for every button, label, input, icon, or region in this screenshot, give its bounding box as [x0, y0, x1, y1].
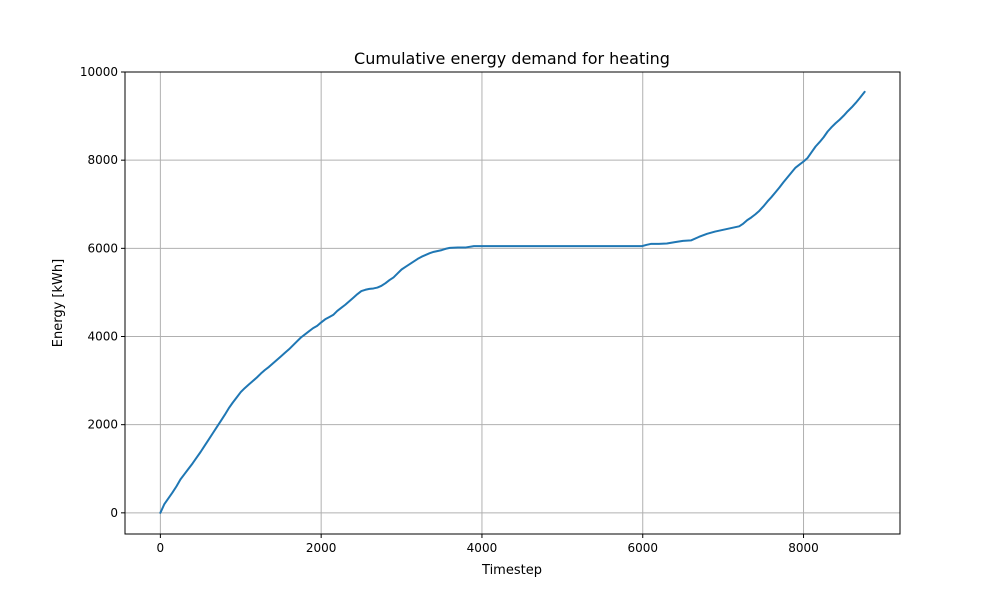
x-axis-label: Timestep: [481, 563, 542, 578]
y-tick-label: 10000: [80, 65, 118, 79]
plot-area: [159, 90, 866, 514]
x-tick-label: 6000: [627, 541, 658, 555]
x-axis: 0 2000 4000 6000 8000: [157, 534, 819, 555]
y-tick-label: 8000: [87, 153, 118, 167]
x-tick-label: 8000: [788, 541, 819, 555]
series-line: [159, 90, 866, 514]
y-axis: 0 2000 4000 6000 8000 10000: [80, 65, 125, 520]
y-tick-label: 0: [110, 506, 118, 520]
x-tick-label: 0: [157, 541, 165, 555]
chart-title: Cumulative energy demand for heating: [354, 49, 670, 68]
x-tick-label: 2000: [306, 541, 337, 555]
y-axis-label: Energy [kWh]: [51, 259, 66, 347]
y-tick-label: 6000: [87, 241, 118, 255]
x-tick-label: 4000: [467, 541, 498, 555]
axes-frame: [124, 71, 901, 535]
y-tick-label: 4000: [87, 330, 118, 344]
y-tick-label: 2000: [87, 418, 118, 432]
